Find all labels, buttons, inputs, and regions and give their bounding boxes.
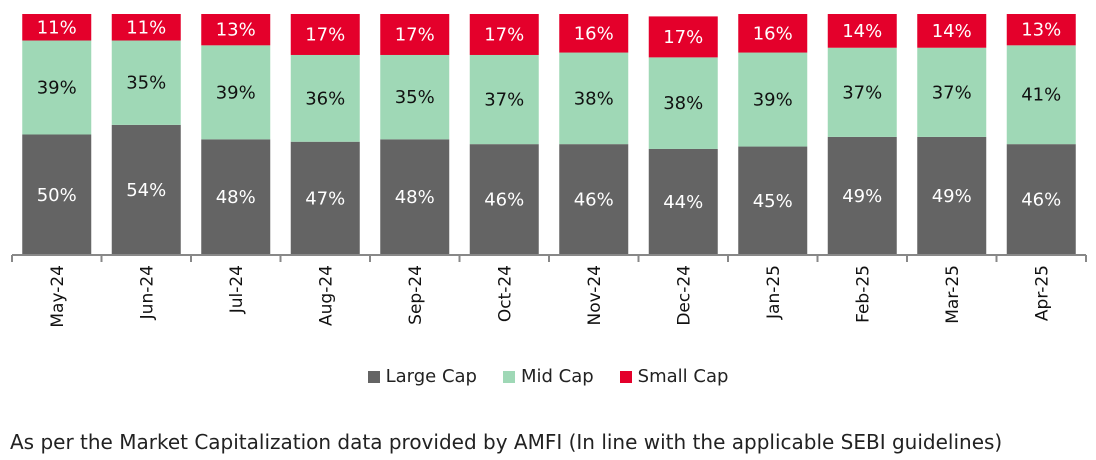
legend-label-mid-cap: Mid Cap <box>520 366 594 387</box>
x-tick-label-apr-25: Apr-25 <box>1032 265 1052 321</box>
bar-mid-cap-sep-24 <box>380 54 450 140</box>
bar-large-cap-aug-24 <box>290 141 360 255</box>
footnote: As per the Market Capitalization data pr… <box>10 430 1003 454</box>
data-label-large-cap-nov-24: 46% <box>574 190 614 211</box>
bar-small-cap-sep-24 <box>380 14 450 55</box>
data-label-small-cap-sep-24: 17% <box>395 24 435 45</box>
data-label-mid-cap-feb-25: 37% <box>842 82 882 103</box>
bar-small-cap-aug-24 <box>290 14 360 55</box>
data-label-mid-cap-jan-25: 39% <box>753 90 793 111</box>
data-label-large-cap-aug-24: 47% <box>305 188 345 209</box>
data-label-large-cap-jan-25: 45% <box>753 191 793 212</box>
x-tick-label-jun-24: Jun-24 <box>137 265 157 320</box>
bar-small-cap-nov-24 <box>559 14 629 53</box>
x-tick-label-oct-24: Oct-24 <box>495 265 515 322</box>
bar-large-cap-apr-25 <box>1006 144 1076 255</box>
data-label-small-cap-aug-24: 17% <box>305 24 345 45</box>
data-label-small-cap-dec-24: 17% <box>663 27 703 48</box>
bar-large-cap-jul-24 <box>201 139 271 255</box>
bar-small-cap-apr-25 <box>1006 14 1076 46</box>
x-tick-label-dec-24: Dec-24 <box>674 265 694 326</box>
data-label-large-cap-jul-24: 48% <box>216 187 256 208</box>
bar-small-cap-jan-25 <box>738 14 808 53</box>
data-label-small-cap-mar-25: 14% <box>932 21 972 42</box>
legend-swatch-large-cap <box>367 370 380 383</box>
data-label-mid-cap-dec-24: 38% <box>663 93 703 114</box>
bar-small-cap-oct-24 <box>469 14 539 55</box>
legend-item-mid-cap: Mid Cap <box>502 366 594 387</box>
bar-mid-cap-jun-24 <box>111 40 181 125</box>
x-tick-label-nov-24: Nov-24 <box>585 265 605 326</box>
bar-mid-cap-may-24 <box>22 40 92 135</box>
legend-swatch-small-cap <box>619 370 632 383</box>
legend-label-large-cap: Large Cap <box>385 366 477 387</box>
data-label-large-cap-oct-24: 46% <box>484 190 524 211</box>
legend-label-small-cap: Small Cap <box>637 366 729 387</box>
data-label-large-cap-mar-25: 49% <box>932 186 972 207</box>
bar-mid-cap-oct-24 <box>469 54 539 145</box>
x-tick-label-mar-25: Mar-25 <box>943 265 963 324</box>
data-label-large-cap-feb-25: 49% <box>842 186 882 207</box>
bar-small-cap-mar-25 <box>917 14 987 48</box>
data-label-mid-cap-apr-25: 41% <box>1021 85 1061 106</box>
bar-mid-cap-aug-24 <box>290 54 360 142</box>
x-tick-label-may-24: May-24 <box>48 265 68 328</box>
bar-large-cap-may-24 <box>22 134 92 255</box>
bar-small-cap-feb-25 <box>827 14 897 48</box>
data-label-small-cap-jul-24: 13% <box>216 20 256 41</box>
bar-large-cap-feb-25 <box>827 136 897 255</box>
x-tick-label-jul-24: Jul-24 <box>227 265 247 314</box>
bar-large-cap-oct-24 <box>469 144 539 255</box>
bar-large-cap-jun-24 <box>111 124 181 255</box>
data-label-large-cap-sep-24: 48% <box>395 187 435 208</box>
bar-large-cap-dec-24 <box>648 148 718 255</box>
bar-large-cap-jan-25 <box>738 146 808 255</box>
bar-mid-cap-jul-24 <box>201 45 271 140</box>
data-label-mid-cap-jul-24: 39% <box>216 82 256 103</box>
data-label-small-cap-nov-24: 16% <box>574 23 614 44</box>
data-label-small-cap-jan-25: 16% <box>753 23 793 44</box>
bar-small-cap-jun-24 <box>111 14 181 41</box>
data-label-mid-cap-sep-24: 35% <box>395 87 435 108</box>
stacked-bar-chart: 50% 39% 11% May-24 54% 35% 11% Jun-24 48% 39% 13% J… <box>11 14 1087 328</box>
bar-mid-cap-dec-24 <box>648 57 718 149</box>
data-label-large-cap-may-24: 50% <box>37 185 77 206</box>
legend-swatch-mid-cap <box>502 370 515 383</box>
data-label-small-cap-oct-24: 17% <box>484 24 524 45</box>
data-label-mid-cap-nov-24: 38% <box>574 88 614 109</box>
x-tick-label-jan-25: Jan-25 <box>764 265 784 320</box>
bar-small-cap-may-24 <box>22 14 92 41</box>
x-tick-label-feb-25: Feb-25 <box>853 265 873 323</box>
data-label-large-cap-jun-24: 54% <box>126 180 166 201</box>
data-label-small-cap-feb-25: 14% <box>842 21 882 42</box>
legend-item-small-cap: Small Cap <box>619 366 729 387</box>
bar-mid-cap-jan-25 <box>738 52 808 147</box>
bar-mid-cap-feb-25 <box>827 47 897 137</box>
legend-item-large-cap: Large Cap <box>367 366 477 387</box>
bar-mid-cap-apr-25 <box>1006 45 1076 145</box>
data-label-small-cap-may-24: 11% <box>37 17 77 38</box>
data-label-mid-cap-mar-25: 37% <box>932 82 972 103</box>
bar-small-cap-jul-24 <box>201 14 271 46</box>
data-label-small-cap-apr-25: 13% <box>1021 20 1061 41</box>
data-label-mid-cap-oct-24: 37% <box>484 90 524 111</box>
bar-large-cap-nov-24 <box>559 144 629 255</box>
data-label-mid-cap-may-24: 39% <box>37 78 77 99</box>
x-tick-label-aug-24: Aug-24 <box>316 265 336 326</box>
bar-mid-cap-mar-25 <box>917 47 987 137</box>
bar-mid-cap-nov-24 <box>559 52 629 145</box>
data-label-small-cap-jun-24: 11% <box>126 17 166 38</box>
bar-large-cap-sep-24 <box>380 139 450 255</box>
data-label-mid-cap-aug-24: 36% <box>305 88 345 109</box>
bar-small-cap-dec-24 <box>648 16 718 58</box>
x-tick-label-sep-24: Sep-24 <box>406 265 426 325</box>
chart-legend: Large Cap Mid Cap Small Cap <box>0 366 1096 387</box>
data-label-large-cap-apr-25: 46% <box>1021 190 1061 211</box>
data-label-mid-cap-jun-24: 35% <box>126 73 166 94</box>
data-label-large-cap-dec-24: 44% <box>663 192 703 213</box>
bar-large-cap-mar-25 <box>917 136 987 255</box>
